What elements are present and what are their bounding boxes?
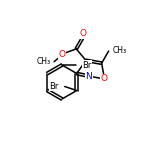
Text: Br: Br	[82, 60, 91, 69]
Text: CH₃: CH₃	[37, 57, 51, 66]
Text: N: N	[85, 72, 92, 81]
Text: O: O	[101, 74, 108, 83]
Text: O: O	[59, 50, 66, 59]
Text: CH₃: CH₃	[113, 46, 127, 55]
Text: O: O	[79, 29, 86, 38]
Text: Br: Br	[49, 82, 59, 91]
